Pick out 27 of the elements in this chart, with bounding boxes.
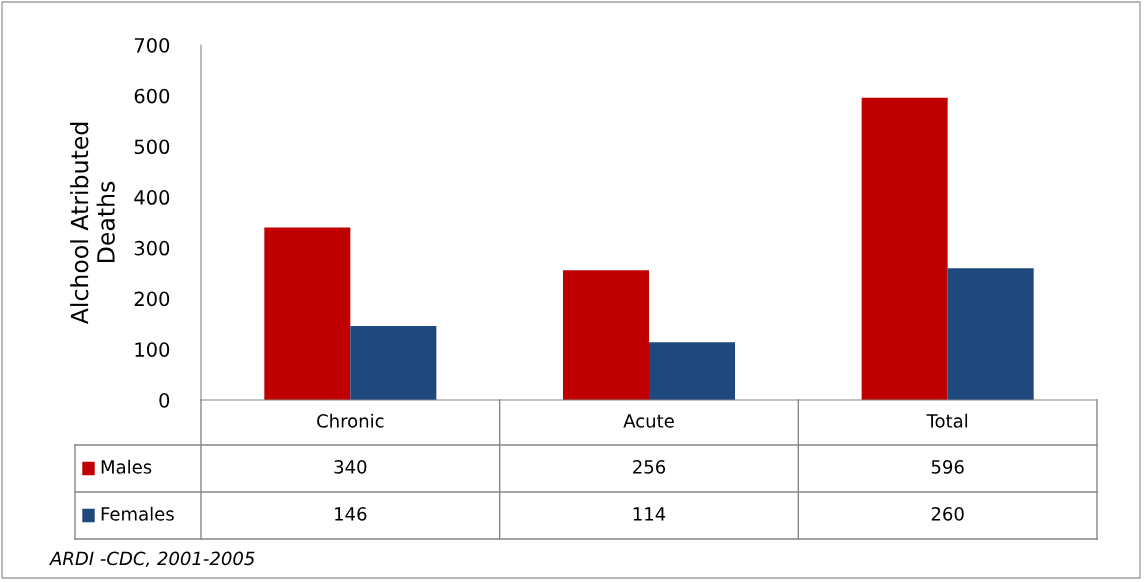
bar bbox=[562, 270, 649, 400]
x-tick-label: Acute bbox=[623, 414, 674, 428]
bar bbox=[264, 227, 351, 400]
x-tick-label: Chronic bbox=[317, 413, 384, 428]
legend-label: Females bbox=[101, 506, 174, 521]
data-label: 340 bbox=[334, 460, 367, 474]
data-label: 256 bbox=[633, 460, 666, 474]
data-label: 596 bbox=[931, 460, 964, 474]
bar bbox=[649, 342, 736, 400]
y-tick-label: 0 bbox=[159, 392, 170, 408]
y-tick-label: 300 bbox=[134, 240, 170, 256]
y-tick-label: 600 bbox=[134, 88, 170, 104]
text: ARDI -CDC, 2001-2005 bbox=[49, 551, 255, 568]
y-tick-label: 400 bbox=[134, 190, 170, 205]
data-label: 260 bbox=[931, 507, 964, 521]
legend-label: Males bbox=[101, 459, 152, 474]
x-tick-label: Total bbox=[926, 413, 968, 428]
y-tick-label: 100 bbox=[135, 342, 170, 357]
y-tick-label: 500 bbox=[134, 139, 170, 155]
y-tick-label: 700 bbox=[134, 37, 170, 53]
data-label: 146 bbox=[335, 507, 367, 521]
y-tick-label: 200 bbox=[134, 291, 170, 307]
bar bbox=[350, 325, 437, 400]
y-axis-title: Alchool Atributed Deaths bbox=[70, 122, 115, 325]
bar bbox=[947, 268, 1034, 400]
bar bbox=[861, 97, 948, 400]
data-label: 114 bbox=[633, 507, 666, 521]
